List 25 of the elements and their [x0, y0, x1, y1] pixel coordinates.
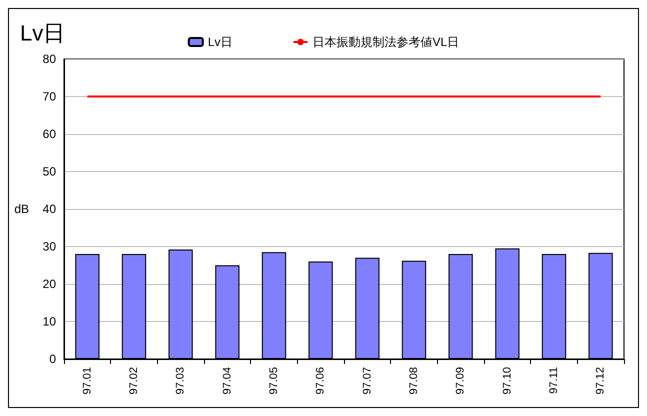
y-tick-label: 40 [42, 202, 56, 216]
x-tick-label: 97.10 [501, 367, 514, 395]
x-tick-label: 97.08 [408, 367, 420, 395]
x-tick-label: 97.12 [594, 367, 607, 395]
x-tick-label: 97.11 [548, 367, 560, 394]
y-tick-label: 70 [42, 90, 56, 104]
y-tick-label: 80 [42, 52, 56, 66]
x-tick-label: 97.03 [174, 367, 187, 395]
y-tick-label: 50 [42, 164, 56, 178]
x-tick-label: 97.02 [128, 367, 140, 395]
y-tick-label: 0 [49, 352, 56, 366]
y-tick-label: 10 [42, 314, 56, 328]
x-tick-label: 97.05 [268, 367, 280, 395]
x-tick-label: 97.04 [221, 367, 234, 395]
y-tick-label: 30 [42, 240, 56, 254]
x-tick-label: 97.09 [454, 367, 467, 395]
legend-label: 日本振動規制法参考値VL日 [312, 35, 460, 49]
x-tick-label: 97.06 [314, 367, 327, 395]
chart-title: Lv日 [20, 20, 66, 46]
y-tick-label: 60 [42, 127, 56, 141]
y-axis-title: dB [14, 202, 29, 216]
x-tick-label: 97.07 [361, 367, 374, 395]
legend-label: Lv日 [208, 35, 233, 49]
x-tick-label: 97.01 [81, 367, 94, 395]
y-tick-label: 20 [42, 277, 56, 291]
